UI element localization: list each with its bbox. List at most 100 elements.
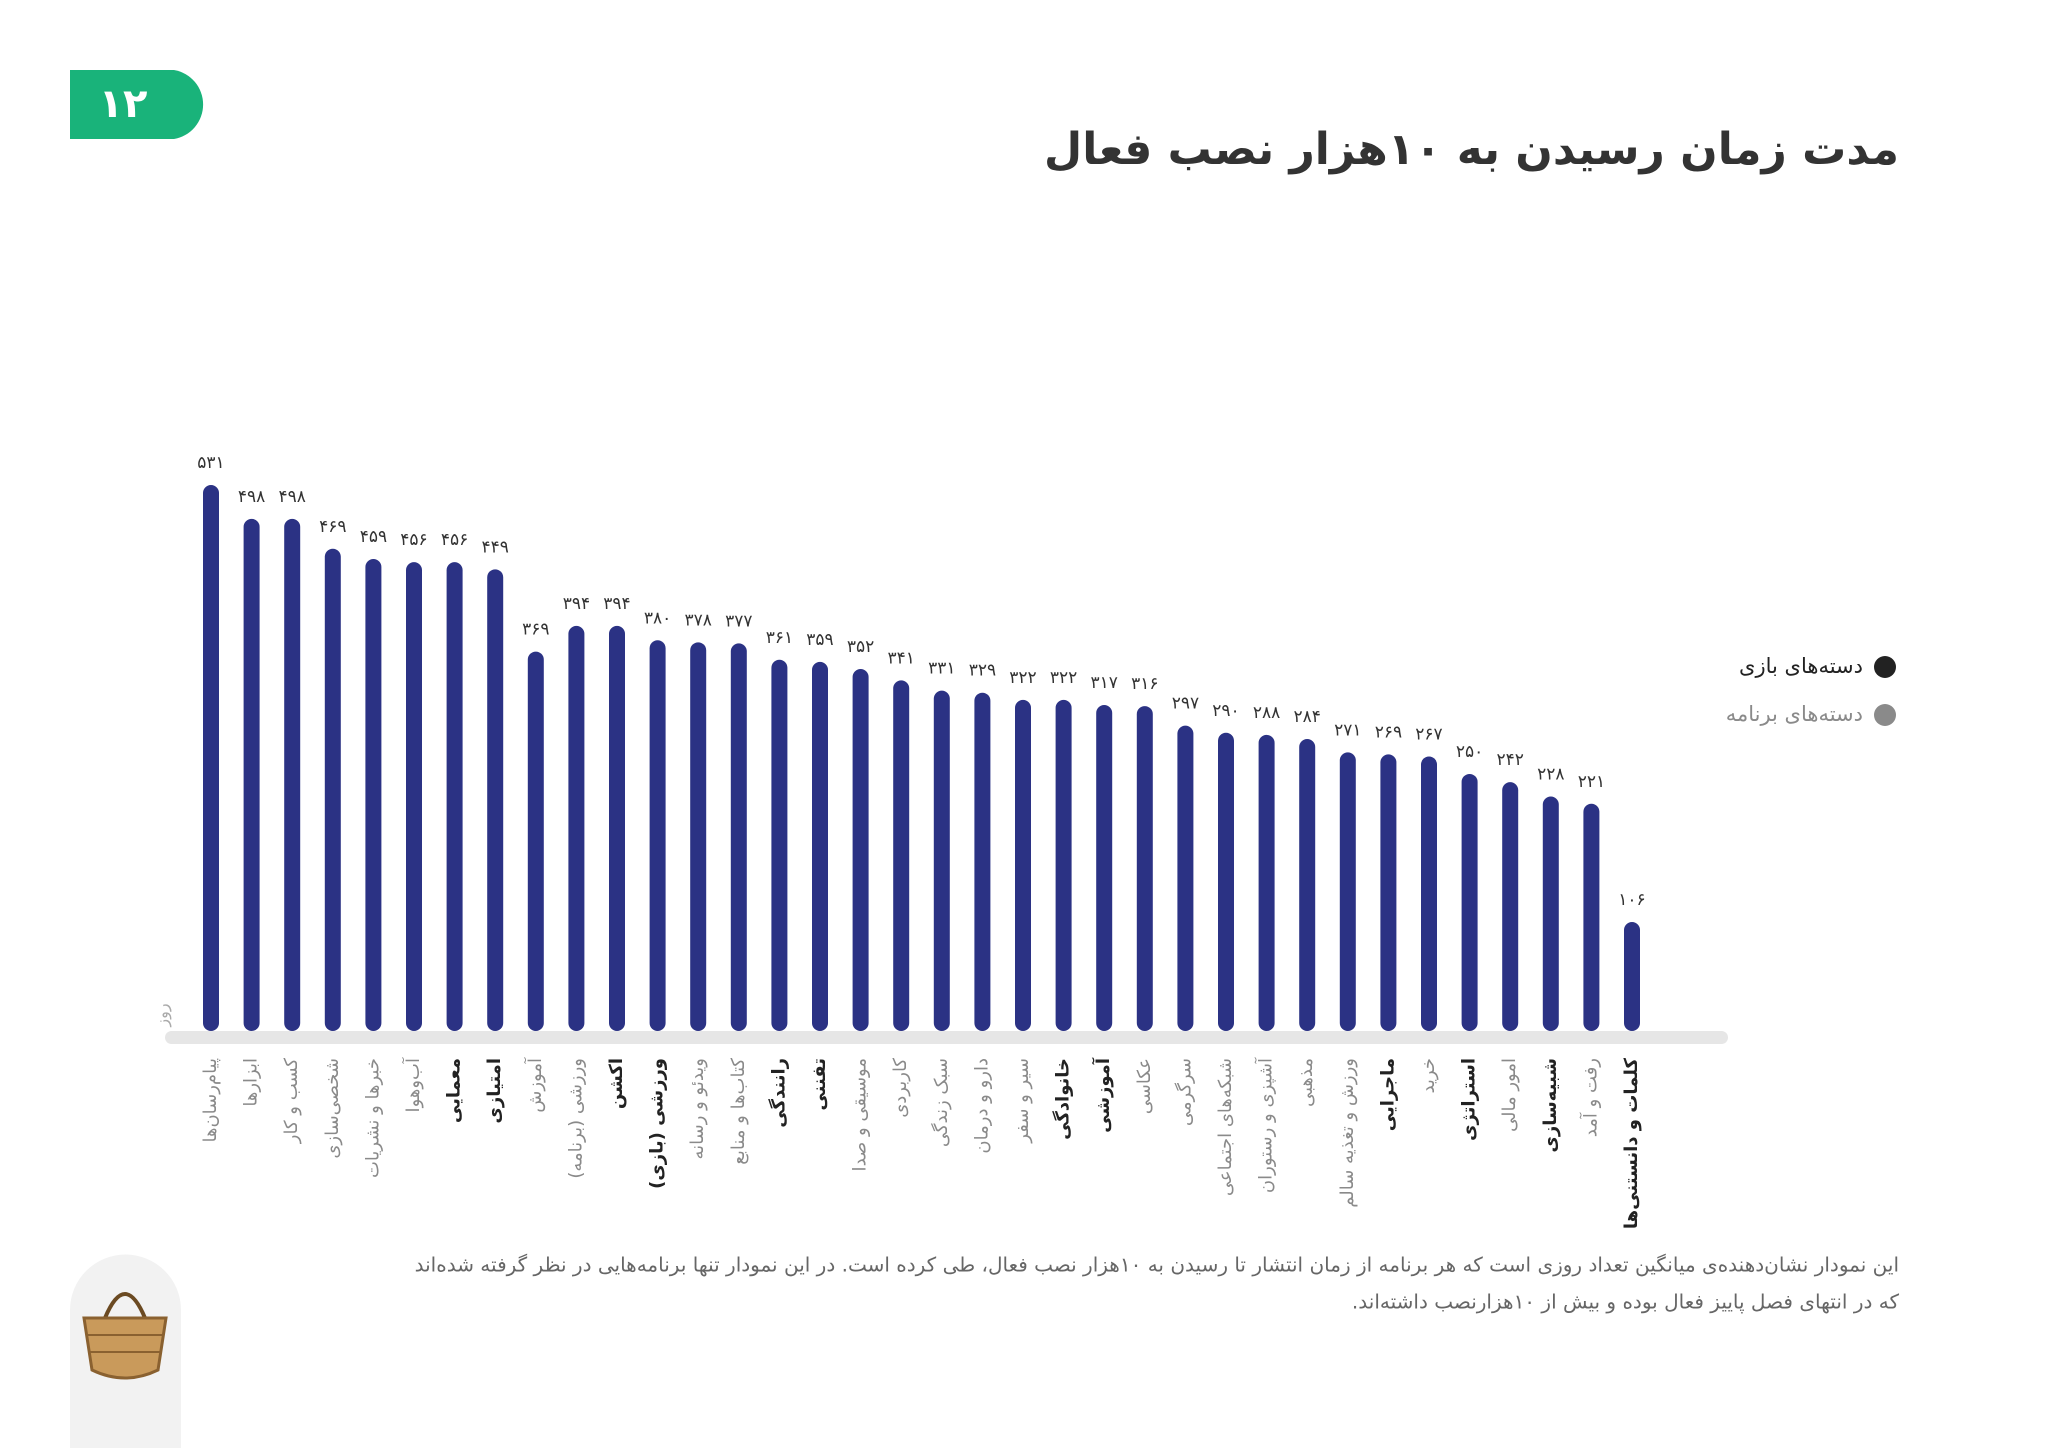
value-label: ۲۲۱ (1578, 772, 1605, 792)
value-label: ۴۵۶ (400, 530, 427, 550)
footnote-line: که در انتهای فصل پاییز فعال بوده و بیش ا… (1352, 1290, 1900, 1315)
bar (1218, 732, 1234, 1031)
value-label: ۲۸۴ (1293, 707, 1320, 727)
value-label: ۳۹۴ (563, 594, 590, 614)
x-tick-label: امور مالی (1499, 1058, 1520, 1132)
x-tick-label: معمایی (444, 1058, 465, 1123)
bar (690, 642, 707, 1031)
legend-label: دسته‌های بازی (1739, 654, 1863, 678)
value-label: ۳۶۹ (522, 620, 549, 640)
value-label: ۲۴۲ (1496, 750, 1523, 770)
bar (1299, 738, 1316, 1031)
value-label: ۳۵۹ (806, 630, 833, 650)
x-tick-label: شبیه‌سازی (1540, 1058, 1561, 1153)
value-label: ۴۹۸ (278, 487, 305, 507)
value-label: ۲۷۱ (1334, 720, 1361, 740)
bar (1380, 754, 1397, 1031)
x-tick-label: آب‌وهوا (401, 1057, 424, 1112)
basket-icon (82, 1292, 168, 1380)
x-tick-label: سیر و سفر (1012, 1058, 1033, 1144)
x-tick-label: کلمات و دانستنی‌ها (1621, 1057, 1642, 1229)
value-label: ۲۹۰ (1212, 701, 1239, 721)
value-label: ۳۶۱ (766, 628, 793, 648)
x-tick-label: رفت و آمد (1578, 1058, 1601, 1137)
value-label: ۲۶۹ (1375, 722, 1402, 742)
bar (527, 651, 544, 1031)
bar (406, 562, 422, 1031)
baseline (165, 1031, 1728, 1044)
bar (1096, 705, 1113, 1031)
x-tick-label: امتیازی (484, 1058, 505, 1124)
value-label: ۴۹۸ (238, 487, 265, 507)
x-tick-label: عکاسی (1134, 1058, 1155, 1114)
bar (852, 669, 869, 1031)
bar (1421, 756, 1437, 1031)
bar (1136, 706, 1153, 1031)
x-tick-label: شبکه‌های اجتماعی (1215, 1058, 1236, 1196)
value-label: ۳۸۰ (644, 608, 671, 628)
bar (1055, 699, 1072, 1031)
x-tick-label: ماجرایی (1377, 1058, 1398, 1131)
x-tick-label: آموزشی (1091, 1057, 1114, 1133)
bar (1015, 699, 1031, 1031)
page-badge (70, 70, 204, 139)
x-tick-label: ابزارها (241, 1058, 262, 1107)
value-label: ۲۵۰ (1456, 742, 1483, 762)
bar (1177, 725, 1194, 1031)
x-tick-label: رانندگی (767, 1058, 789, 1128)
bar (1624, 922, 1640, 1031)
value-label: ۴۵۶ (441, 530, 468, 550)
value-label: ۲۶۷ (1415, 724, 1442, 744)
value-label: ۳۷۸ (684, 610, 711, 630)
bar (284, 518, 301, 1031)
value-label: ۳۲۹ (969, 661, 996, 681)
value-label: ۲۲۸ (1537, 765, 1564, 785)
x-tick-label: آشپزی و رستوران (1254, 1057, 1277, 1193)
bar (609, 625, 625, 1031)
x-tick-label: تفننی (809, 1058, 830, 1111)
bar (1258, 734, 1275, 1031)
value-label: ۲۸۸ (1253, 703, 1280, 723)
footnote-line: این نمودار نشان‌دهنده‌ی میانگین تعداد رو… (415, 1253, 1899, 1277)
value-label: ۳۲۲ (1009, 668, 1036, 688)
bar (487, 569, 504, 1031)
x-tick-label: پیام‌رسان‌ها (200, 1058, 221, 1143)
bar (446, 562, 463, 1031)
bar (203, 485, 219, 1031)
x-tick-label: کاربردی (890, 1058, 911, 1118)
bar (365, 559, 382, 1031)
value-label: ۳۱۷ (1090, 673, 1117, 693)
y-unit: روز (153, 1003, 173, 1027)
bar (812, 661, 828, 1031)
value-label: ۳۵۲ (847, 637, 874, 657)
bar (1339, 752, 1356, 1031)
bar (1583, 803, 1600, 1031)
bar (568, 625, 585, 1031)
x-tick-label: استراتژی (1459, 1058, 1480, 1141)
value-label: ۴۴۹ (481, 537, 508, 557)
x-tick-label: کسب و کار (281, 1058, 302, 1145)
x-tick-label: ورزشی (برنامه) (565, 1058, 586, 1179)
bar (974, 692, 991, 1031)
x-tick-label: اکشن (606, 1058, 627, 1109)
value-label: ۳۲۲ (1050, 668, 1077, 688)
value-label: ۴۶۹ (319, 517, 346, 537)
x-tick-label: کتاب‌ها و منابع (728, 1058, 749, 1165)
value-label: ۵۳۱ (197, 453, 224, 473)
value-label: ۴۵۹ (360, 527, 387, 547)
bar (730, 643, 747, 1031)
value-label: ۳۷۷ (725, 611, 752, 631)
x-tick-label: موسیقی و صدا (850, 1058, 871, 1171)
bar (893, 680, 910, 1031)
value-label: ۳۳۱ (928, 659, 955, 679)
page-number: ۱۲ (99, 81, 148, 127)
bar (933, 690, 950, 1031)
x-tick-label: آموزش (523, 1057, 546, 1113)
x-tick-label: ورزشی (بازی) (647, 1058, 668, 1189)
bar (1502, 782, 1519, 1031)
bar (649, 640, 666, 1031)
x-tick-label: دارو و درمان (971, 1058, 992, 1154)
x-tick-label: خانوادگی (1052, 1058, 1074, 1140)
bar (1542, 796, 1559, 1031)
